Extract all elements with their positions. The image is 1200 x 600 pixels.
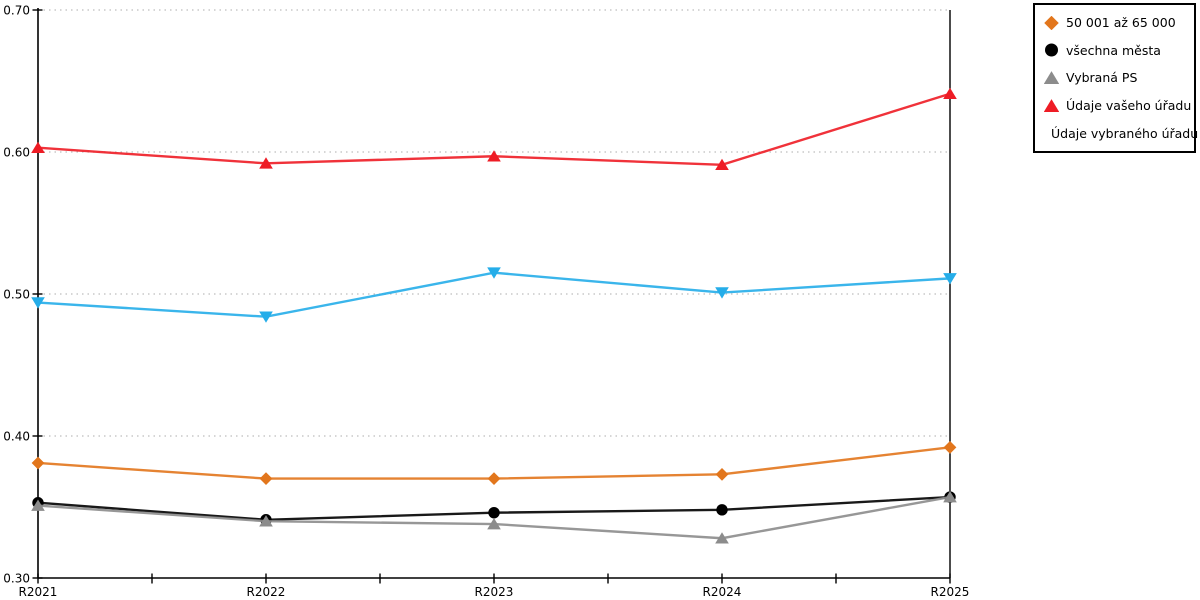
triangle-down-marker: [259, 311, 273, 323]
x-axis-label: R2025: [931, 585, 970, 599]
triangle-up-marker: [1044, 98, 1059, 112]
y-axis-label: 0.30: [3, 572, 30, 586]
diamond-marker: [31, 456, 45, 470]
legend-item-2[interactable]: Vybraná PS: [1044, 66, 1194, 90]
triangle-up-marker: [1044, 71, 1059, 84]
triangle-up-marker: [259, 515, 273, 527]
triangle-up-marker: [31, 499, 45, 511]
circle-marker: [716, 504, 728, 516]
legend: 50 001 až 65 000 všechna města Vybraná PS Ú…: [1033, 3, 1198, 153]
circle-marker: [488, 506, 500, 519]
legend-label: Údaje vašeho úřadu: [1066, 98, 1192, 114]
diamond-marker: [715, 467, 729, 481]
triangle-down-marker: [31, 297, 45, 309]
triangle-up-marker: [487, 517, 501, 530]
legend-item-1[interactable]: všechna města: [1044, 38, 1194, 62]
legend-item-4[interactable]: Údaje vybraného úřadu: [1044, 121, 1198, 145]
diamond-marker: [943, 440, 957, 454]
triangle-up-marker: [943, 491, 957, 503]
legend-label: 50 001 až 65 000: [1066, 15, 1176, 31]
y-axis-label: 0.60: [3, 146, 30, 160]
diamond-icon: [1044, 15, 1059, 30]
legend-label: Vybraná PS: [1066, 70, 1138, 86]
x-axis-label: R2023: [475, 585, 514, 599]
legend-item-3[interactable]: Údaje vašeho úřadu: [1044, 94, 1194, 118]
y-axis-label: 0.50: [3, 288, 30, 302]
series-2: [31, 491, 957, 544]
triangle-down-marker: [487, 267, 501, 279]
triangle-down-marker: [943, 273, 957, 285]
series-line: [37, 271, 951, 318]
series-3: [31, 87, 957, 171]
x-axis-label: R2021: [19, 585, 58, 599]
triangle-up-marker: [487, 150, 501, 162]
diamond-marker: [1044, 15, 1059, 30]
x-axis-label: R2022: [247, 585, 286, 599]
diamond-marker: [487, 472, 501, 485]
triangle-down-marker: [715, 287, 729, 299]
triangle-up-marker: [259, 157, 273, 169]
x-axis-label: R2024: [703, 585, 742, 599]
legend-item-0[interactable]: 50 001 až 65 000: [1044, 11, 1194, 35]
triangle-up-icon: [1044, 98, 1059, 112]
series-0: [31, 440, 957, 485]
triangle-up-icon: [1044, 71, 1059, 84]
triangle-up-marker: [943, 87, 957, 100]
diamond-marker: [259, 472, 273, 485]
legend-label: Údaje vybraného úřadu: [1051, 125, 1199, 141]
circle-icon: [1045, 43, 1058, 57]
triangle-up-marker: [31, 141, 45, 154]
circle-marker: [1045, 43, 1058, 57]
legend-label: všechna města: [1066, 42, 1161, 58]
triangle-up-marker: [715, 532, 729, 544]
triangle-up-marker: [715, 158, 729, 171]
y-axis-label: 0.70: [3, 4, 30, 18]
y-axis-label: 0.40: [3, 430, 30, 444]
series-4: [31, 267, 957, 323]
